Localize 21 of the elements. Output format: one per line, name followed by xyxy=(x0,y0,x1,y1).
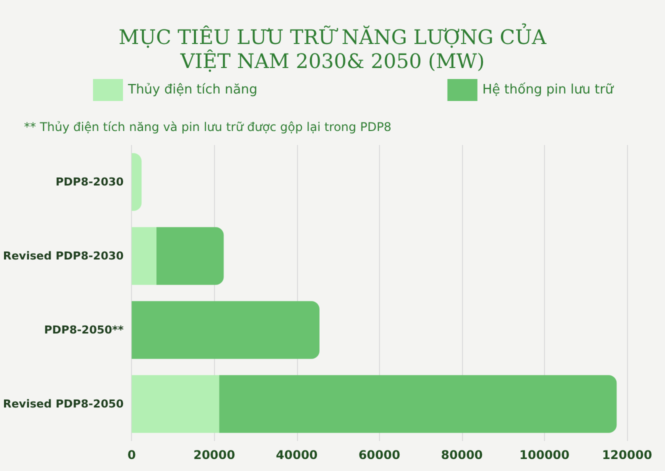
text: ** Thủy điện tích năng và pin lưu trữ được gộp lại trong PDP8 xyxy=(24,120,392,134)
bar xyxy=(132,153,142,211)
y-tick-label: Revised PDP8-2030 xyxy=(2,250,124,262)
chart-title: MỤC TIÊU LƯU TRỮ NĂNG LƯỢNG CỦA VIỆT NAM 2030& 2050 (MW) xyxy=(118,23,547,73)
y-tick-label: Revised PDP8-2050 xyxy=(2,398,124,410)
x-tick-label: 60000 xyxy=(358,448,400,462)
x-tick-label: 0 xyxy=(127,448,136,462)
bar xyxy=(156,227,224,285)
bar xyxy=(219,375,617,433)
legend-label: Hệ thống pin lưu trữ xyxy=(482,82,614,98)
x-tick-label: 80000 xyxy=(441,448,483,462)
y-tick-label: PDP8-2050** xyxy=(44,324,124,336)
x-tick-label: 20000 xyxy=(193,448,236,462)
legend-label: Thủy điện tích năng xyxy=(127,82,258,98)
bar xyxy=(132,227,156,285)
x-tick-label: 120000 xyxy=(602,448,652,462)
bar xyxy=(132,301,320,359)
x-tick-label: 40000 xyxy=(276,448,318,462)
y-tick-label: PDP8-2030 xyxy=(56,176,124,188)
bar xyxy=(132,375,220,433)
x-tick-label: 100000 xyxy=(519,448,570,462)
